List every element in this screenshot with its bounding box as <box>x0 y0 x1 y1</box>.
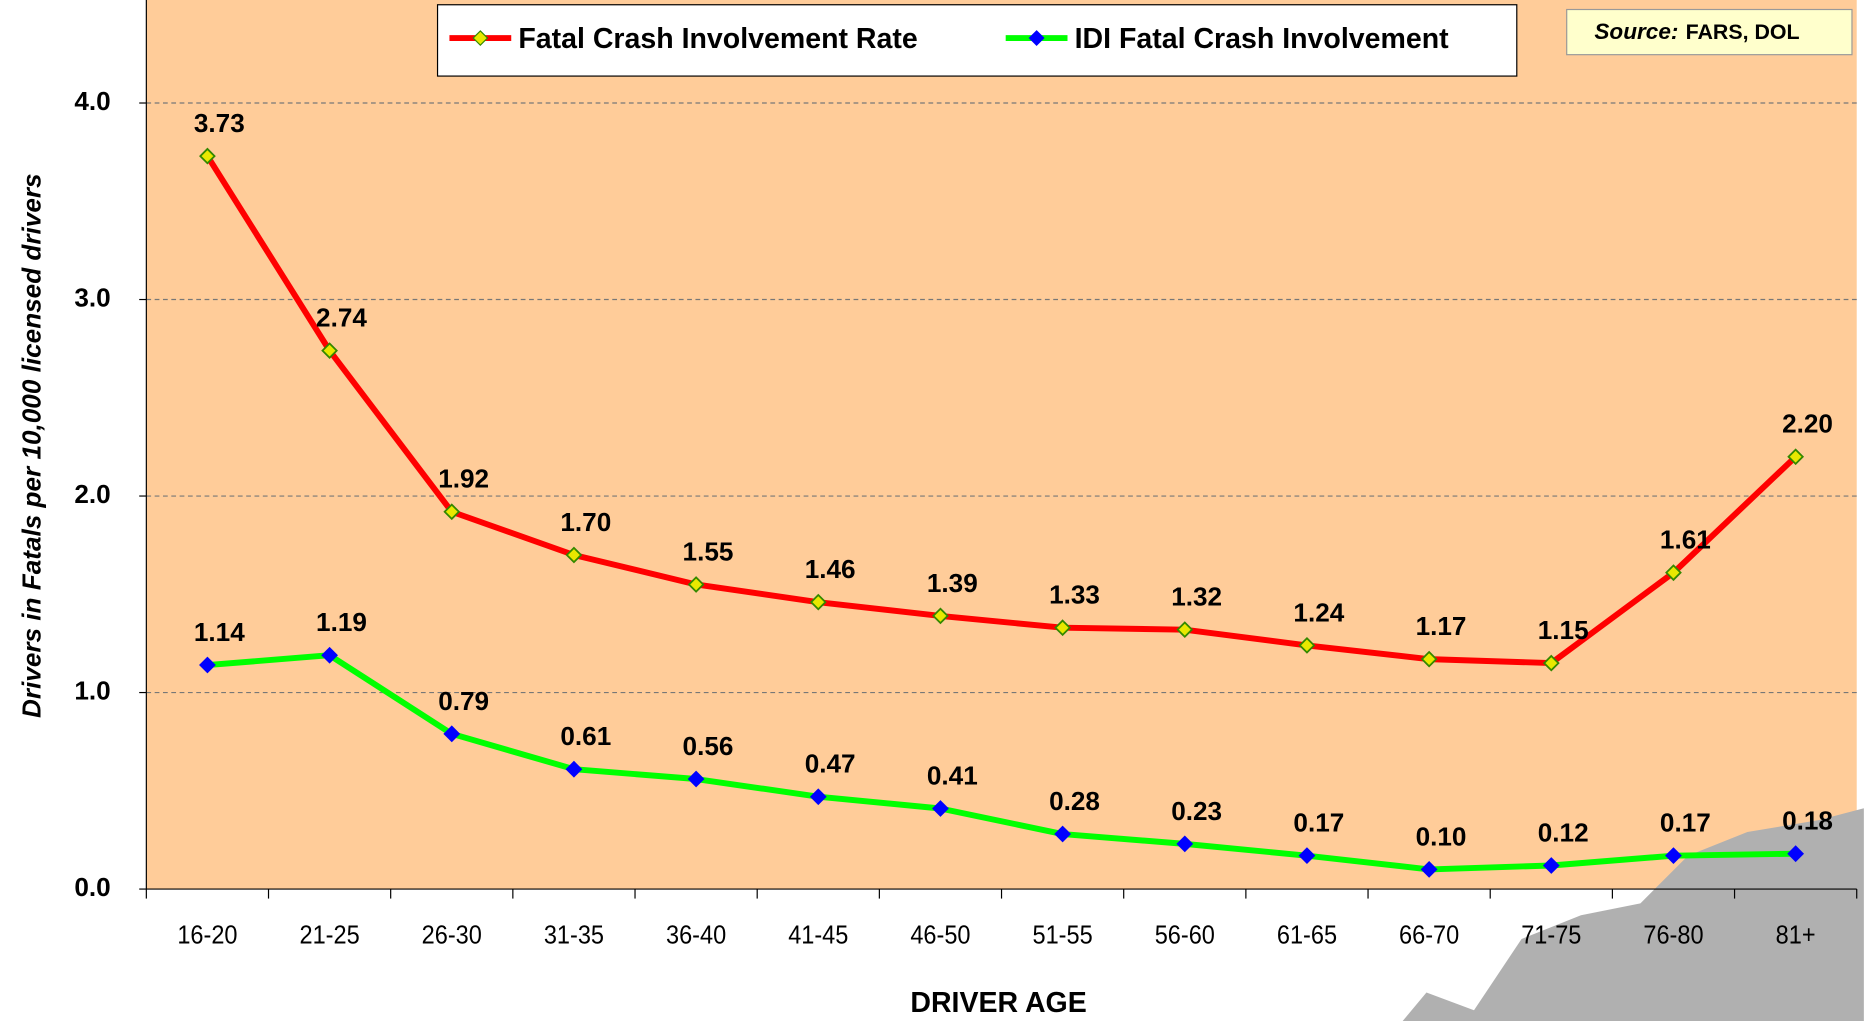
x-tick-label: 46-50 <box>910 920 970 949</box>
y-tick-label: 2.0 <box>74 479 110 509</box>
legend-label: IDI Fatal Crash Involvement <box>1075 23 1449 55</box>
marker <box>1542 654 1560 672</box>
legend <box>436 4 1518 77</box>
marker <box>321 646 338 664</box>
line <box>204 154 1798 667</box>
y-axis-title: Drivers in Fatals per 10,000 licensed dr… <box>16 173 46 718</box>
marker <box>1054 619 1072 637</box>
data-label: 0.61 <box>560 721 611 751</box>
line <box>207 652 1796 873</box>
marker <box>1298 636 1316 654</box>
data-label: 1.33 <box>1049 580 1100 610</box>
data-label: 1.55 <box>683 536 734 566</box>
x-tick-label: 66-70 <box>1399 920 1459 949</box>
marker <box>1298 847 1316 865</box>
data-label: 1.24 <box>1293 597 1344 627</box>
data-label: 2.74 <box>316 303 367 333</box>
data-label: 1.39 <box>927 568 978 598</box>
source-text: FARS, DOL <box>1686 20 1800 44</box>
marker <box>321 342 338 360</box>
decoration <box>1402 808 1864 1021</box>
marker <box>443 725 461 743</box>
legend-marker <box>1028 30 1045 47</box>
data-label: 2.20 <box>1782 409 1833 439</box>
marker <box>809 593 827 611</box>
legend-marker <box>472 30 489 47</box>
y-tick-label: 0.0 <box>74 872 110 902</box>
data-label: 1.32 <box>1171 582 1222 612</box>
x-tick-label: 81+ <box>1776 920 1816 949</box>
data-label: 1.70 <box>560 507 611 537</box>
marker <box>932 800 949 817</box>
source-label: Source: <box>1594 19 1678 44</box>
marker <box>565 760 583 778</box>
marker <box>1665 564 1682 582</box>
source-box <box>1566 8 1853 56</box>
y-tick-label: 4.0 <box>74 86 110 116</box>
data-label: 1.92 <box>438 464 489 494</box>
x-tick-label: 16-20 <box>177 920 237 949</box>
marker <box>443 503 461 521</box>
x-tick-label: 26-30 <box>422 920 482 949</box>
marker <box>932 607 949 625</box>
marker <box>809 788 827 806</box>
legend-label: Fatal Crash Involvement Rate <box>518 23 917 55</box>
x-axis-title: DRIVER AGE <box>910 987 1086 1019</box>
y-tick-label: 1.0 <box>74 675 110 705</box>
marker <box>565 546 583 564</box>
x-tick-label: 41-45 <box>788 920 848 949</box>
marker <box>1420 650 1438 668</box>
data-label: 1.19 <box>316 607 367 637</box>
marker <box>199 147 216 165</box>
marker <box>1176 835 1194 853</box>
data-label: 0.10 <box>1416 821 1467 851</box>
marker <box>1787 845 1805 863</box>
data-label: 0.79 <box>438 686 489 716</box>
data-label: 3.73 <box>194 108 245 138</box>
data-label: 0.56 <box>683 731 734 761</box>
data-label: 0.17 <box>1293 808 1344 838</box>
x-tick-label: 71-75 <box>1521 920 1581 949</box>
data-label: 0.12 <box>1538 817 1589 847</box>
marker <box>1665 847 1682 865</box>
x-tick-label: 61-65 <box>1277 920 1337 949</box>
data-label: 1.14 <box>194 617 245 647</box>
x-tick-label: 51-55 <box>1033 920 1093 949</box>
x-tick-label: 56-60 <box>1155 920 1215 949</box>
data-label: 0.18 <box>1782 806 1833 836</box>
marker <box>1787 448 1805 466</box>
plot-area <box>146 0 1857 890</box>
x-tick-label: 31-35 <box>544 920 604 949</box>
data-label: 0.17 <box>1660 808 1711 838</box>
x-tick-label: 21-25 <box>300 920 360 949</box>
x-tick-label: 76-80 <box>1643 920 1703 949</box>
marker <box>1542 857 1560 874</box>
data-label: 1.46 <box>805 554 856 584</box>
data-label: 0.28 <box>1049 786 1100 816</box>
marker <box>199 656 216 674</box>
data-label: 1.61 <box>1660 525 1711 555</box>
data-label: 1.17 <box>1416 611 1467 641</box>
marker <box>1176 621 1194 639</box>
data-label: 0.47 <box>805 749 856 779</box>
data-label: 1.15 <box>1538 615 1589 645</box>
marker <box>687 576 705 593</box>
marker <box>1054 825 1072 843</box>
x-tick-label: 36-40 <box>666 920 726 949</box>
data-label: 0.23 <box>1171 796 1222 826</box>
y-tick-label: 3.0 <box>74 282 110 312</box>
marker <box>1420 861 1438 878</box>
data-label: 0.41 <box>927 760 978 790</box>
marker <box>687 770 705 788</box>
